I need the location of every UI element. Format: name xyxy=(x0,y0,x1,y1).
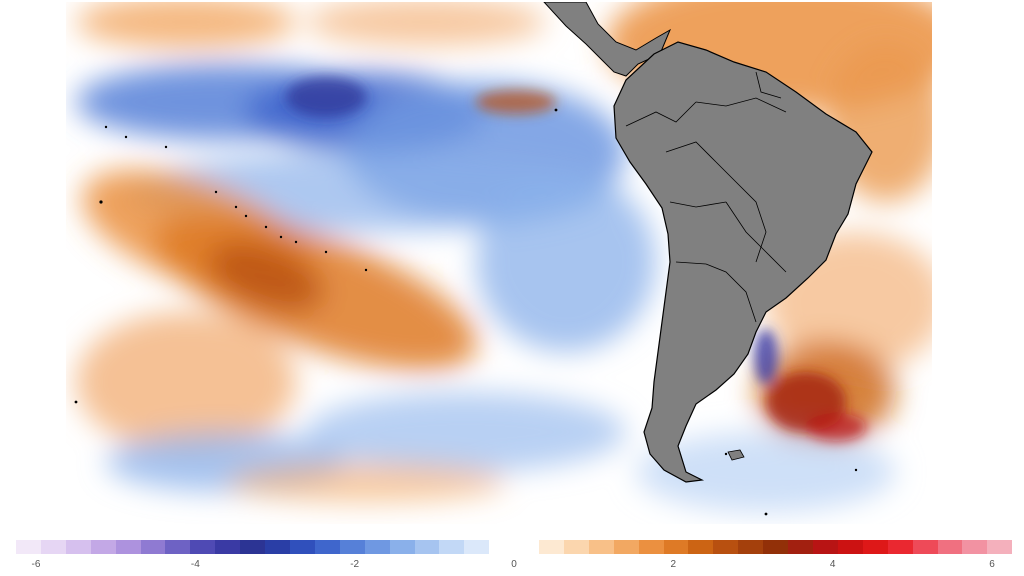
colorbar-swatch xyxy=(115,540,141,554)
colorbar-swatch xyxy=(813,540,838,554)
colorbar-swatch xyxy=(439,540,465,554)
colorbar-swatch xyxy=(837,540,863,554)
colorbar-swatch xyxy=(613,540,639,554)
colorbar-swatch xyxy=(987,540,1013,554)
colorbar-swatch xyxy=(314,540,340,554)
colorbar-tick-label: -2 xyxy=(350,559,360,570)
colorbar-tick-label: 4 xyxy=(829,559,836,570)
colorbar-swatch xyxy=(339,540,365,554)
colorbar-tick-label: -4 xyxy=(190,559,200,570)
colorbar-swatch xyxy=(912,540,938,554)
colorbar-swatch xyxy=(40,540,66,554)
colorbar-swatch xyxy=(90,540,116,554)
anomaly-field xyxy=(76,2,932,512)
colorbar-swatch xyxy=(364,540,390,554)
falkland-islands xyxy=(727,449,745,461)
colorbar-swatch xyxy=(190,540,216,554)
colorbar-swatch xyxy=(65,540,91,554)
colorbar-swatch xyxy=(688,540,714,554)
continent-outline xyxy=(613,41,873,483)
colorbar-swatch xyxy=(389,540,415,554)
sea-surface-anomaly-map xyxy=(66,2,932,524)
colorbar-swatch xyxy=(265,540,290,554)
colorbar-swatch xyxy=(763,540,789,554)
colorbar-swatch xyxy=(937,540,963,554)
colorbar-swatch xyxy=(140,540,166,554)
colorbar-swatch xyxy=(215,540,241,554)
colorbar-swatch xyxy=(16,540,41,554)
colorbar-tick-label: -6 xyxy=(31,559,41,570)
colorbar-swatch xyxy=(862,540,888,554)
colorbar-swatch xyxy=(962,540,988,554)
map-panel xyxy=(66,2,932,524)
colorbar-swatch xyxy=(563,540,589,554)
colorbar-swatch xyxy=(240,540,266,554)
colorbar-tick-label: 0 xyxy=(511,559,517,570)
colorbar-swatch xyxy=(464,540,490,554)
colorbar-swatch xyxy=(638,540,664,554)
south-america-landmass xyxy=(543,2,873,483)
colorbar-swatch xyxy=(738,540,764,554)
island-dots xyxy=(74,108,858,516)
colorbar-swatch xyxy=(713,540,739,554)
anomaly-extremes xyxy=(286,77,866,441)
colorbar-swatch xyxy=(539,540,564,554)
colorbar-swatch xyxy=(887,540,913,554)
colorbar-swatch xyxy=(514,540,540,554)
colorbar-swatch xyxy=(414,540,440,554)
colorbar-swatch xyxy=(165,540,191,554)
colorbar-swatch xyxy=(489,540,515,554)
colorbar xyxy=(16,540,1013,554)
colorbar-swatch xyxy=(663,540,689,554)
colorbar-swatch xyxy=(588,540,614,554)
colorbar-tick-label: 6 xyxy=(989,559,995,570)
country-borders xyxy=(625,71,787,323)
colorbar-swatch xyxy=(788,540,813,554)
colorbar-swatch xyxy=(289,540,315,554)
colorbar-tick-labels: -6 -4 -2 0 2 4 6 xyxy=(16,559,1012,573)
colorbar-tick-label: 2 xyxy=(670,559,677,570)
